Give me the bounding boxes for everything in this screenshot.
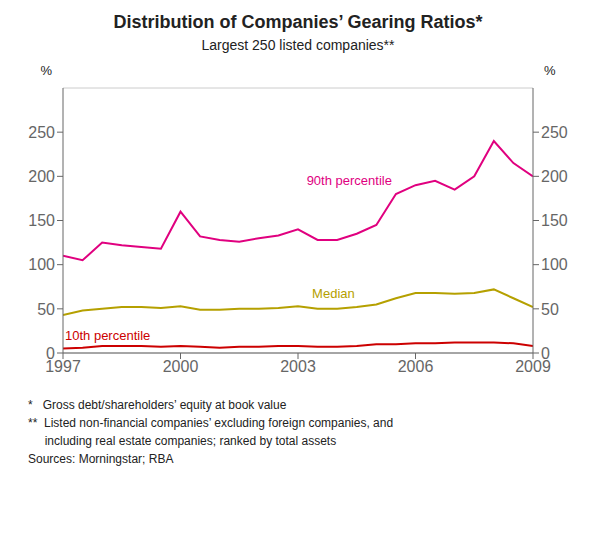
svg-text:90th percentile: 90th percentile [307,173,392,188]
svg-text:2000: 2000 [163,358,199,375]
svg-text:200: 200 [541,168,568,185]
svg-text:Median: Median [312,286,355,301]
svg-text:50: 50 [541,301,559,318]
svg-text:150: 150 [28,212,55,229]
html-text:Sources: Morningstar; RBA: Sources: Morningstar; RBA [28,452,174,466]
svg-text:250: 250 [28,124,55,141]
svg-text:50: 50 [37,301,55,318]
svg-text:150: 150 [541,212,568,229]
svg-text:0: 0 [46,345,55,362]
svg-text:2006: 2006 [398,358,434,375]
svg-text:10th percentile: 10th percentile [65,328,150,343]
svg-text:0: 0 [541,345,550,362]
svg-text:200: 200 [28,168,55,185]
svg-text:250: 250 [541,124,568,141]
html-text:** Listed non-financial compan: ** Listed non-financial companies’ exclu… [28,416,394,430]
html-text:including real estate companie: including real estate companies; ranked … [28,434,337,448]
html-text:Largest 250 listed companies**: Largest 250 listed companies** [201,37,395,53]
svg-text:100: 100 [28,256,55,273]
svg-text:1997: 1997 [45,358,81,376]
svg-text:2003: 2003 [280,358,316,375]
html-text:Distribution of Companies’ Gea: Distribution of Companies’ Gearing Ratio… [113,12,483,32]
svg-text:100: 100 [541,256,568,273]
svg-text:2009: 2009 [515,358,551,376]
html-text:* Gross debt/shareholders’ equ: * Gross debt/shareholders’ equity at boo… [28,398,287,412]
